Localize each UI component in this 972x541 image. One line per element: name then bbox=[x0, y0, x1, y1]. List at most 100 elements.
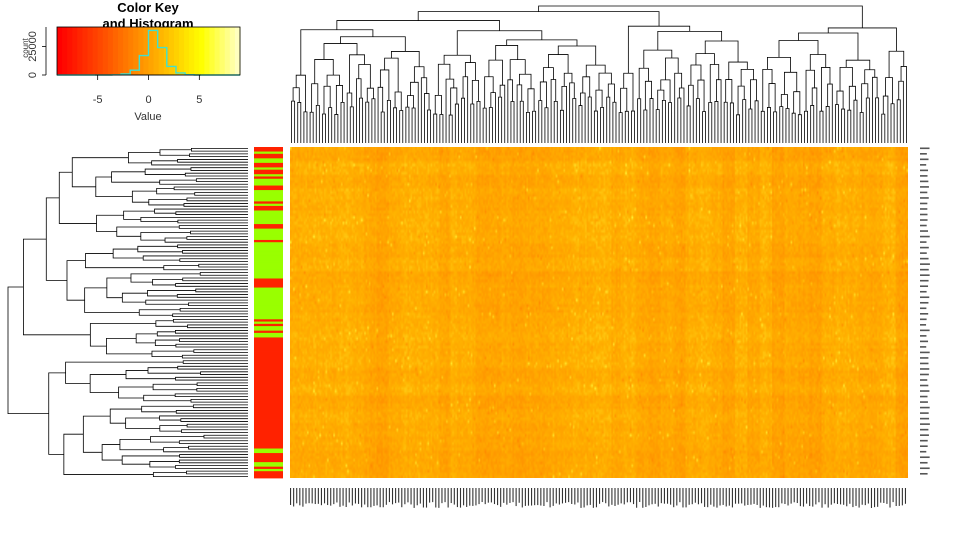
row-side-color-cell bbox=[254, 264, 283, 268]
row-side-color-cell bbox=[254, 396, 283, 400]
column-label bbox=[886, 488, 888, 504]
column-label bbox=[843, 488, 845, 505]
color-key-x-axis: -5 0 5 bbox=[93, 74, 202, 106]
row-side-color-cell bbox=[254, 244, 283, 248]
row-side-color-cell bbox=[254, 346, 283, 350]
row-label bbox=[920, 257, 929, 260]
row-label bbox=[920, 263, 930, 265]
column-label bbox=[549, 488, 551, 508]
column-label bbox=[648, 488, 650, 506]
row-side-color-cell bbox=[254, 441, 283, 445]
row-side-color-cell bbox=[254, 183, 283, 186]
column-label bbox=[388, 488, 390, 503]
column-label bbox=[852, 488, 854, 508]
column-label bbox=[602, 488, 604, 503]
color-key-swatch bbox=[148, 27, 155, 75]
row-side-color-cell bbox=[254, 357, 283, 361]
column-label bbox=[552, 488, 554, 506]
column-label bbox=[756, 488, 758, 505]
row-label bbox=[920, 351, 930, 354]
column-label bbox=[413, 488, 415, 508]
row-label bbox=[920, 186, 929, 188]
row-label bbox=[920, 147, 930, 150]
row-side-color-cell bbox=[254, 423, 283, 427]
color-key-x-tick-label: -5 bbox=[93, 94, 103, 106]
color-key-swatch bbox=[57, 27, 63, 75]
column-label bbox=[707, 488, 709, 508]
column-label bbox=[398, 488, 400, 503]
column-label bbox=[333, 488, 335, 505]
column-label bbox=[626, 488, 628, 503]
row-side-color-cell bbox=[254, 208, 283, 211]
color-key-swatch bbox=[128, 27, 134, 75]
column-label bbox=[367, 488, 369, 508]
row-side-color-cell bbox=[254, 255, 283, 259]
column-label bbox=[728, 488, 730, 506]
row-side-color-cell bbox=[254, 298, 283, 302]
row-side-color-cell bbox=[254, 360, 283, 363]
row-side-color-cell bbox=[254, 258, 283, 261]
row-side-color-cell bbox=[254, 162, 283, 166]
column-label bbox=[880, 488, 882, 503]
column-label bbox=[487, 488, 489, 503]
row-side-colors bbox=[254, 147, 283, 479]
column-label bbox=[713, 488, 715, 507]
row-label bbox=[920, 313, 929, 315]
row-side-color-cell bbox=[254, 475, 283, 479]
column-label bbox=[772, 488, 774, 508]
column-label bbox=[354, 488, 356, 504]
column-label bbox=[750, 488, 752, 505]
row-side-color-cell bbox=[254, 230, 283, 234]
row-side-color-cell bbox=[254, 443, 283, 447]
column-label bbox=[710, 488, 712, 505]
row-label bbox=[920, 279, 929, 282]
row-label bbox=[920, 301, 929, 304]
color-key-y-tick-label: 0 bbox=[27, 72, 39, 78]
column-label bbox=[456, 488, 458, 508]
column-label bbox=[867, 488, 869, 504]
row-label bbox=[920, 246, 929, 249]
column-label bbox=[663, 488, 665, 504]
column-label bbox=[586, 488, 588, 506]
row-side-color-cell bbox=[254, 389, 283, 393]
column-label bbox=[317, 488, 319, 504]
column-label bbox=[385, 488, 387, 505]
row-side-color-cell bbox=[254, 221, 283, 225]
color-key-swatch bbox=[67, 27, 73, 75]
row-label bbox=[920, 324, 927, 326]
column-label bbox=[425, 488, 428, 508]
row-side-color-cell bbox=[254, 430, 283, 434]
row-label bbox=[920, 191, 928, 194]
row-side-color-cell bbox=[254, 446, 283, 449]
color-key-swatch bbox=[204, 27, 211, 75]
column-label bbox=[555, 488, 557, 504]
column-label bbox=[435, 488, 437, 508]
column-label bbox=[475, 488, 477, 506]
row-label bbox=[920, 274, 930, 276]
row-side-color-cell bbox=[254, 201, 283, 205]
column-label bbox=[589, 488, 591, 505]
column-label bbox=[323, 488, 326, 504]
column-label bbox=[645, 488, 647, 507]
row-side-color-cell bbox=[254, 178, 283, 182]
column-label bbox=[790, 488, 792, 504]
column-label bbox=[311, 488, 313, 504]
column-label bbox=[725, 488, 727, 507]
row-side-color-cell bbox=[254, 171, 283, 175]
row-side-color-cell bbox=[254, 382, 283, 386]
row-side-color-cell bbox=[254, 371, 283, 375]
row-side-color-cell bbox=[254, 314, 283, 318]
color-key-swatch bbox=[82, 27, 89, 75]
row-side-color-cell bbox=[254, 205, 283, 209]
column-label bbox=[515, 488, 517, 507]
row-side-color-cell bbox=[254, 335, 283, 338]
column-label bbox=[685, 488, 687, 508]
row-side-color-cell bbox=[254, 425, 283, 429]
column-label bbox=[339, 488, 341, 507]
row-side-color-cell bbox=[254, 403, 283, 406]
column-label bbox=[691, 488, 693, 505]
row-side-color-cell bbox=[254, 339, 283, 343]
row-side-color-cell bbox=[254, 380, 283, 384]
color-key-swatch bbox=[189, 27, 195, 75]
column-label bbox=[778, 488, 780, 508]
